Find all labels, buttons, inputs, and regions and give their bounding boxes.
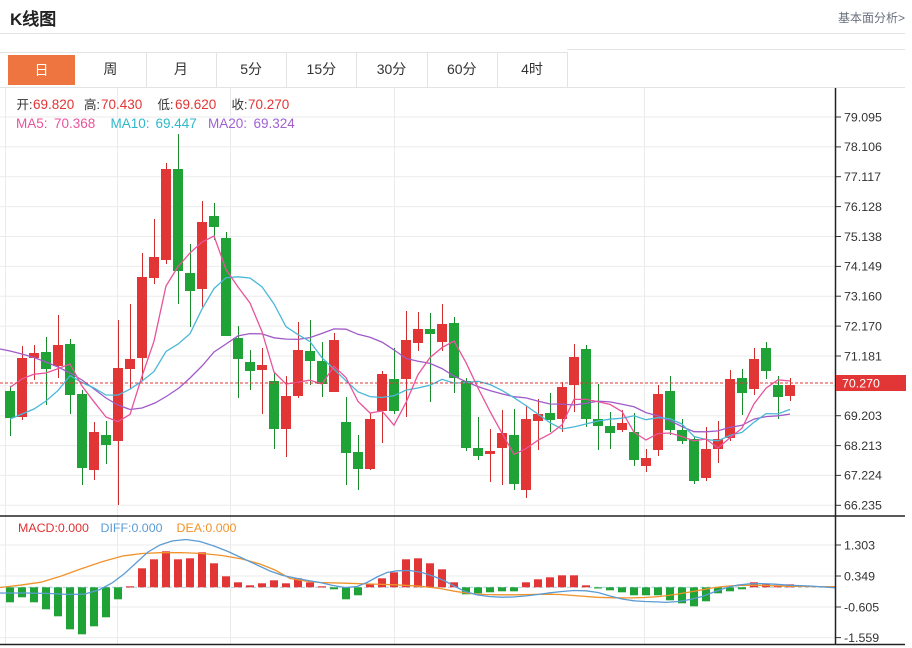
svg-text:72.170: 72.170 xyxy=(844,319,882,333)
svg-text:75.138: 75.138 xyxy=(844,230,882,244)
svg-text:67.224: 67.224 xyxy=(844,469,882,483)
svg-text:71.181: 71.181 xyxy=(844,349,882,363)
svg-text:73.160: 73.160 xyxy=(844,290,882,304)
svg-text:69.203: 69.203 xyxy=(844,409,882,423)
svg-text:1.303: 1.303 xyxy=(844,538,875,552)
svg-text:79.095: 79.095 xyxy=(844,110,882,124)
svg-text:-1.559: -1.559 xyxy=(844,631,879,645)
svg-text:77.117: 77.117 xyxy=(844,170,881,184)
svg-text:68.213: 68.213 xyxy=(844,439,882,453)
svg-text:74.149: 74.149 xyxy=(844,260,882,274)
svg-text:-0.605: -0.605 xyxy=(844,600,879,614)
svg-text:66.235: 66.235 xyxy=(844,499,882,513)
svg-text:78.106: 78.106 xyxy=(844,140,882,154)
svg-text:70.270: 70.270 xyxy=(842,377,880,391)
svg-text:76.128: 76.128 xyxy=(844,200,882,214)
svg-text:0.349: 0.349 xyxy=(844,569,875,583)
